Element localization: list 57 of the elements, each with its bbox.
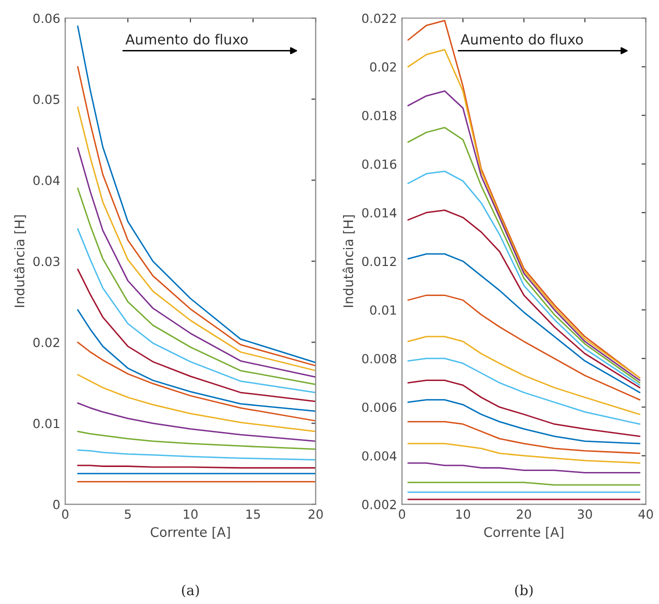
text: (b) [515,584,533,598]
line-series [407,462,640,474]
x-axis-title: Corrente [A] [150,526,230,539]
line-series [407,358,640,425]
line-series [407,336,640,416]
y-tick-label: 0.018 [362,110,396,120]
line-series [77,342,316,422]
x-tick-label: 40 [638,509,653,519]
line-series [407,380,640,437]
y-axis-title: Indutância [H] [14,215,26,307]
y-tick-label: 0.01 [370,305,396,315]
y-tick-label: 0.05 [33,94,60,104]
x-tick-label: 10 [456,509,470,519]
y-tick-label: 0.02 [370,62,396,72]
y-tick-label: 0.006 [362,402,396,412]
y-tick-label: 0.014 [362,208,396,218]
x-tick-label: 20 [516,509,532,519]
line-series [407,294,640,400]
x-tick-label: 30 [578,509,592,519]
line-series [407,209,640,388]
x-tick-label: 0 [62,509,68,519]
line-series [407,399,640,444]
line-series [77,147,316,378]
y-tick-label: 0.004 [362,451,396,461]
y-tick-label: 0.022 [362,14,396,24]
line-series [77,309,316,412]
y-tick-label: 0.06 [33,14,60,24]
y-tick-label: 0.008 [362,354,396,364]
y-tick-label: 0 [53,500,60,510]
annotation: Aumento do fluxo [125,34,248,45]
y-tick-label: 0.01 [33,418,60,428]
line-series [77,268,316,402]
line-series [77,402,316,442]
y-tick-label: 0.002 [362,500,396,510]
line-series [407,420,640,454]
line-series [77,188,316,386]
x-tick-label: 10 [184,509,198,519]
x-axis-title: Corrente [A] [484,526,564,539]
y-tick-label: 0.02 [33,338,60,348]
line-series [77,449,316,460]
y-tick-label: 0.016 [362,159,396,169]
y-tick-label: 0.012 [362,256,396,266]
x-tick-label: 5 [124,510,131,519]
text: (a) [182,584,199,598]
y-axis-title: Indutância [H] [342,215,355,307]
x-tick-label: 0 [398,509,406,519]
line-series [77,430,316,450]
line-series [77,374,316,432]
line-series [407,253,640,394]
annotation: Aumento do fluxo [460,34,583,45]
y-tick-label: 0.03 [33,256,60,266]
x-tick-label: 20 [308,509,323,519]
line-series [77,228,316,394]
y-tick-label: 0.04 [33,176,60,186]
line-series [407,170,640,386]
line-series [407,442,640,464]
x-tick-label: 15 [246,510,260,519]
